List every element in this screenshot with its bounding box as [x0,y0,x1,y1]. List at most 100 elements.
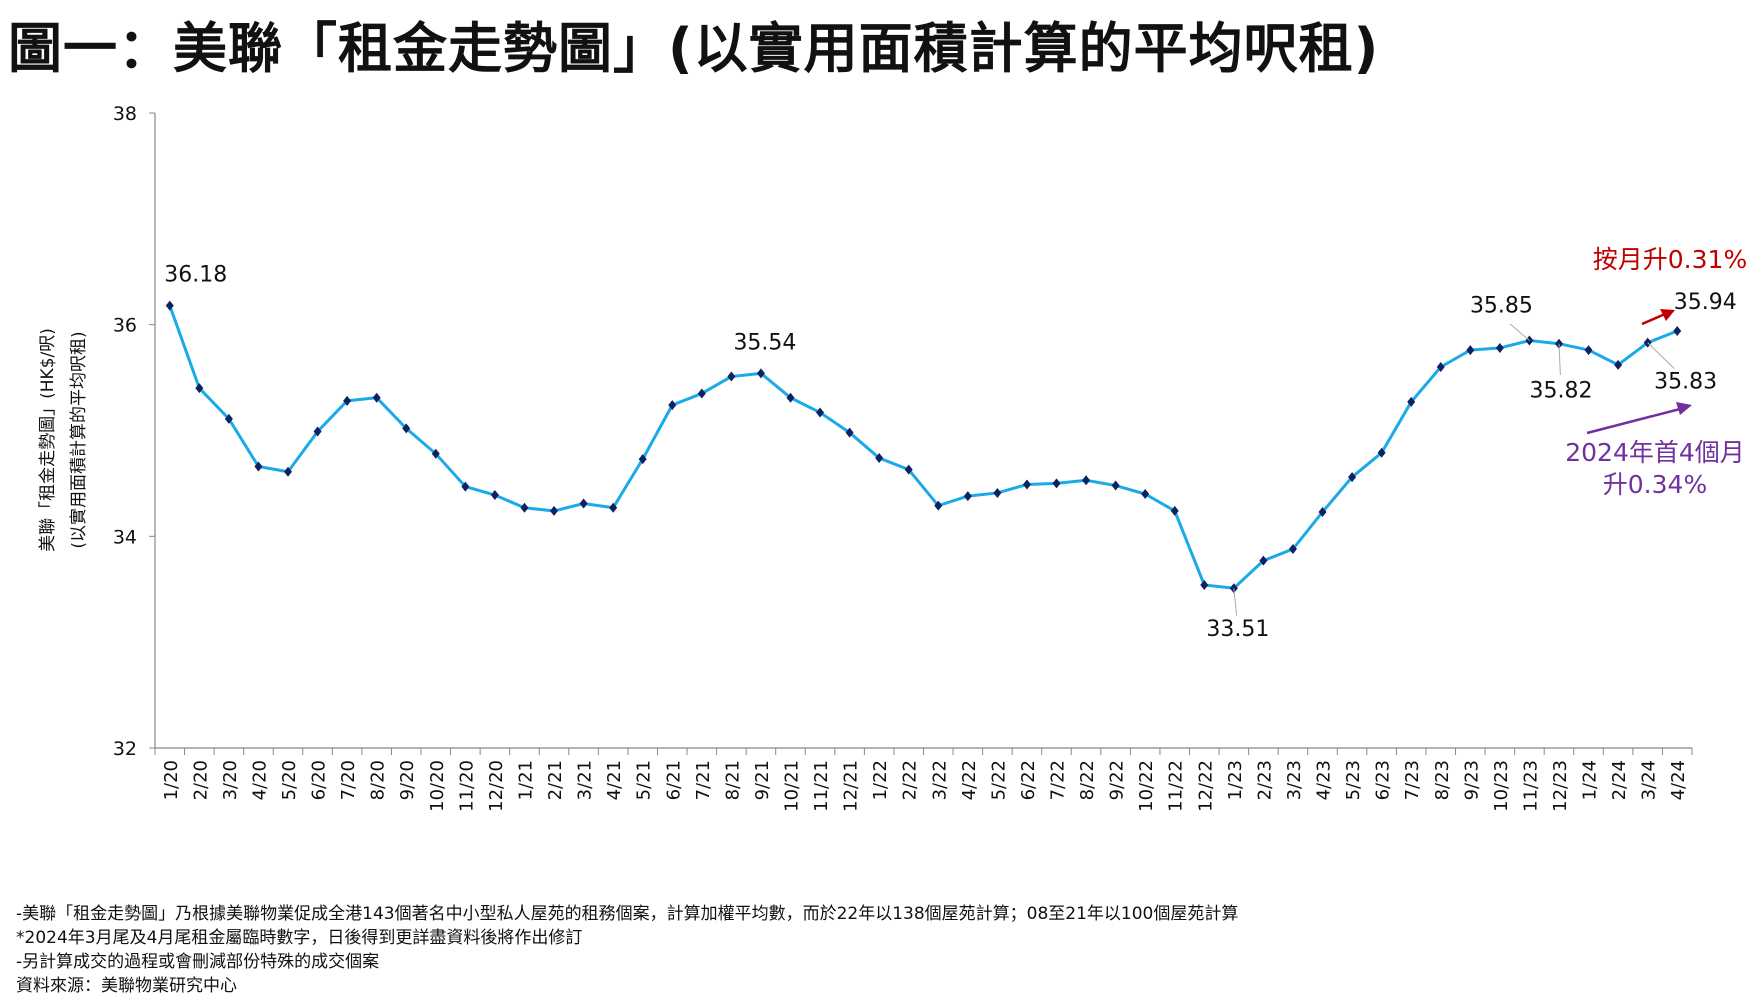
data-point [1200,580,1209,591]
x-tick-label: 12/20 [486,760,507,812]
x-tick-label: 4/24 [1668,760,1689,800]
x-tick-label: 11/23 [1520,760,1541,812]
x-tick-label: 6/23 [1373,760,1394,800]
footnotes: -美聯「租金走勢圖」乃根據美聯物業促成全港143個著名中小型私人屋苑的租務個案，… [16,902,1238,998]
x-tick-label: 4/20 [249,760,270,800]
data-label: 35.54 [733,330,796,355]
x-tick-label: 1/24 [1580,760,1601,800]
x-tick-label: 2/22 [900,760,921,800]
data-point [875,453,884,464]
data-point [431,448,440,459]
footnote-2: *2024年3月尾及4月尾租金屬臨時數字，日後得到更詳盡資料後將作出修訂 [16,928,583,948]
x-tick-label: 4/21 [604,760,625,800]
data-point [1436,362,1445,372]
x-tick-label: 7/20 [338,760,359,800]
x-tick-label: 5/20 [279,760,300,800]
data-point [195,383,204,394]
monthly-change-annotation: 按月升0.31% [1593,245,1747,274]
x-tick-label: 5/23 [1343,760,1364,800]
series-line [168,305,1678,590]
purple-arrow-icon [1676,402,1692,415]
data-point [224,413,233,424]
x-tick-label: 1/22 [870,760,891,800]
data-point [1318,506,1327,517]
x-tick-label: 1/23 [1225,760,1246,800]
x-tick-label: 4/23 [1314,760,1335,800]
x-tick-label: 12/21 [841,760,862,812]
x-tick-label: 1/20 [161,760,182,800]
data-point [963,491,972,502]
data-point [1082,475,1091,486]
chart-title: 圖一：美聯「租金走勢圖」(以實用面積計算的平均呎租) [8,17,1380,80]
x-tick-label: 2/23 [1254,760,1275,800]
data-point [1377,447,1386,458]
x-tick-label: 8/20 [368,760,389,800]
leader-line [1647,342,1675,370]
y-tick-label: 36 [113,315,137,337]
data-point [1052,478,1061,489]
ytd-change-annotation-line2: 升0.34% [1603,470,1707,499]
data-point [993,487,1002,498]
x-tick-label: 10/20 [427,760,448,812]
data-point [1170,505,1179,516]
x-tick-label: 11/21 [811,760,832,812]
x-tick-label: 9/22 [1107,760,1128,800]
data-point [786,392,795,403]
x-tick-label: 10/23 [1491,760,1512,812]
x-tick-label: 8/21 [722,760,743,800]
data-point [461,481,470,492]
footnote-source: 資料來源：美聯物業研究中心 [16,976,237,996]
x-tick-label: 2/21 [545,760,566,800]
data-label: 35.85 [1470,294,1533,319]
data-point [638,454,647,465]
x-tick-label: 8/22 [1077,760,1098,800]
data-point [1407,396,1416,407]
x-tick-label: 12/22 [1195,760,1216,812]
x-tick-label: 7/23 [1402,760,1423,800]
x-tick-label: 4/22 [959,760,980,800]
data-point [1466,345,1475,356]
data-point [816,407,825,418]
data-point [668,400,677,411]
x-tick-label: 3/22 [929,760,950,800]
data-point [904,464,913,475]
data-point [727,371,736,382]
x-tick-label: 8/23 [1432,760,1453,800]
x-tick-label: 6/22 [1018,760,1039,800]
y-tick-label: 34 [113,526,137,548]
data-point [609,502,618,513]
leader-line [1233,588,1238,616]
x-tick-label: 10/21 [781,760,802,812]
red-arrow-icon [1660,309,1675,321]
data-point [756,368,765,379]
data-point [697,388,706,399]
data-point [845,427,854,438]
x-tick-label: 12/23 [1550,760,1571,812]
x-tick-label: 10/22 [1136,760,1157,812]
x-tick-label: 9/21 [752,760,773,800]
data-point [313,426,322,437]
data-point [1348,472,1357,483]
data-point [254,461,263,472]
data-point [579,498,588,509]
data-point [1259,555,1268,566]
data-point [402,423,411,434]
x-tick-label: 3/24 [1639,760,1660,800]
red-arrow-shaft [1641,312,1666,326]
y-tick-label: 32 [113,738,137,760]
purple-arrow-shaft [1586,407,1681,435]
x-tick-label: 1/21 [515,760,536,800]
data-label: 35.94 [1674,290,1737,315]
data-label: 33.51 [1206,617,1269,642]
y-axis-subtitle: (以實用面積計算的平均呎租) [69,331,89,548]
data-point [490,490,499,501]
data-point [1288,544,1297,555]
x-tick-label: 6/20 [309,760,330,800]
x-tick-label: 11/22 [1166,760,1187,812]
x-tick-label: 11/20 [456,760,477,812]
y-axis-title: 美聯「租金走勢圖」(HK$/呎) [38,328,58,552]
x-tick-label: 5/22 [988,760,1009,800]
data-point [1584,345,1593,356]
data-point [1614,359,1623,370]
